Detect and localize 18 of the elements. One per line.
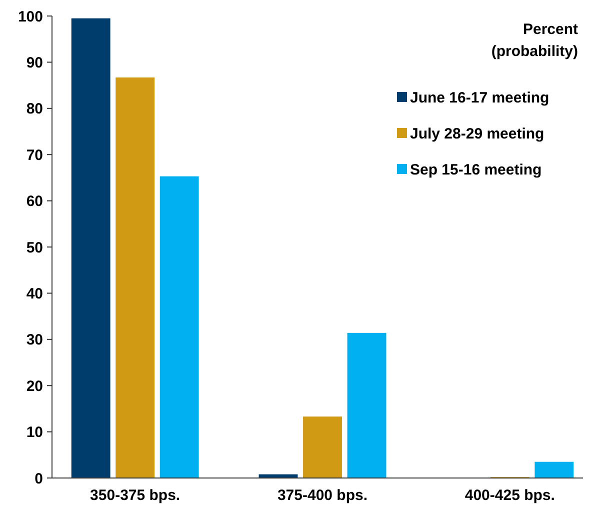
x-tick-label: 375-400 bps. [277, 487, 368, 504]
legend-title: Percent (probability) [491, 21, 578, 60]
y-tick-label: 60 [26, 193, 43, 210]
y-tick-label: 90 [26, 54, 43, 72]
y-tick-label: 50 [26, 239, 43, 256]
y-tick-label: 10 [26, 424, 43, 442]
y-tick-label: 20 [26, 378, 43, 395]
y-tick-label: 80 [26, 100, 43, 118]
legend-label: July 28-29 meeting [410, 125, 544, 142]
x-tick-label: 350-375 bps. [90, 487, 180, 504]
y-tick-label: 0 [34, 470, 43, 488]
y-tick-label: 30 [26, 332, 43, 349]
x-tick-label: 400-425 bps. [464, 487, 555, 504]
y-tick-label: 40 [26, 285, 43, 302]
y-tick-label: 100 [18, 8, 43, 26]
legend-label: Sep 15-16 meeting [410, 161, 542, 178]
legend-label: June 16-17 meeting [410, 89, 550, 106]
y-tick-label: 70 [26, 146, 43, 164]
